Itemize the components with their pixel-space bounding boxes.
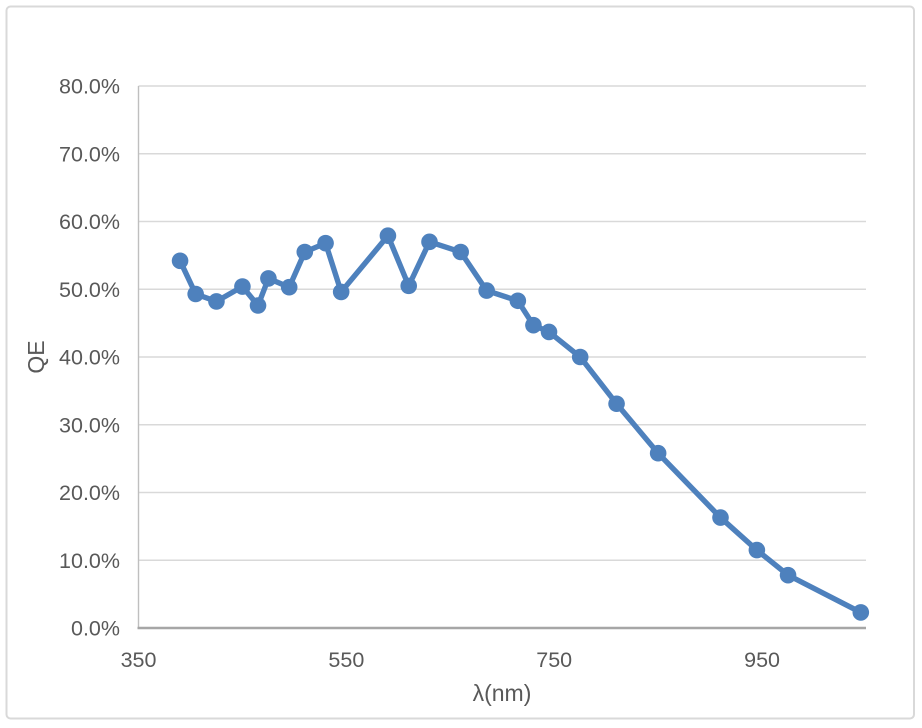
data-point xyxy=(234,278,251,295)
data-point xyxy=(332,283,350,301)
y-tick-label: 30.0% xyxy=(59,413,120,437)
x-tick-label: 550 xyxy=(328,648,364,672)
x-tick-label: 750 xyxy=(536,648,572,672)
data-point xyxy=(452,243,469,261)
data-point xyxy=(608,395,625,413)
data-point xyxy=(712,509,729,526)
data-point xyxy=(540,323,558,341)
data-point xyxy=(280,278,298,296)
data-point xyxy=(317,234,334,252)
data-point xyxy=(379,227,397,245)
y-tick-label: 60.0% xyxy=(59,210,120,234)
data-point xyxy=(649,444,667,462)
data-point xyxy=(187,285,204,303)
data-point xyxy=(208,293,225,310)
data-point xyxy=(260,270,277,287)
x-tick-label: 350 xyxy=(121,648,157,672)
data-point xyxy=(852,604,870,621)
y-axis-title: QE xyxy=(23,340,49,373)
y-tick-labels: 0.0% 10.0% 20.0% 30.0% 40.0% 50.0% 60.0% 70.0% 8… xyxy=(59,75,120,641)
y-tick-label: 40.0% xyxy=(59,346,120,370)
data-point xyxy=(400,277,418,295)
qe-series xyxy=(171,227,870,621)
chart-border xyxy=(5,5,915,720)
data-point xyxy=(571,348,589,366)
axis-lines xyxy=(137,86,866,630)
data-point xyxy=(171,252,189,270)
y-tick-label: 80.0% xyxy=(59,75,120,99)
y-tick-label: 70.0% xyxy=(59,142,120,166)
data-point xyxy=(748,541,766,559)
y-tick-label: 0.0% xyxy=(71,617,120,641)
x-tick-label: 950 xyxy=(744,648,780,672)
data-point xyxy=(478,282,495,299)
data-point xyxy=(421,233,438,251)
data-point xyxy=(779,566,797,584)
x-tick-labels: 350 550 750 950 xyxy=(121,648,780,672)
data-point xyxy=(509,292,527,310)
data-point xyxy=(249,297,267,314)
y-gridlines xyxy=(138,85,866,561)
data-point xyxy=(525,316,542,334)
y-tick-label: 20.0% xyxy=(59,481,120,505)
y-tick-label: 50.0% xyxy=(59,278,120,302)
x-axis-title: λ(nm) xyxy=(473,680,532,706)
data-point xyxy=(296,243,314,261)
y-tick-label: 10.0% xyxy=(59,549,120,573)
